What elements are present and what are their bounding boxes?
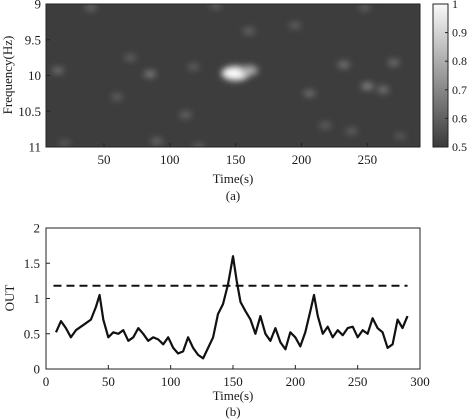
line-x-tick-label-4: 200	[286, 374, 306, 389]
line-y-axis-label: OUT	[2, 285, 17, 312]
heatmap-x-tick-label-2: 150	[226, 152, 246, 167]
heatmap-x-tick-label-3: 200	[292, 152, 312, 167]
colorbar: 0.5 0.6 0.7 0.8 0.9 1	[432, 0, 467, 154]
heatmap-blob-13	[337, 61, 350, 69]
heatmap-blob-7	[209, 4, 222, 9]
line-x-tick-label-0: 0	[43, 374, 50, 389]
heatmap-blob-17	[319, 122, 332, 130]
heatmap-x-tick-label-0: 50	[97, 152, 110, 167]
line-x-tick-label-1: 50	[102, 374, 115, 389]
heatmap-blob-10	[192, 143, 205, 147]
heatmap-blob-5	[124, 54, 137, 62]
heatmap-y-tick-label-0: 9	[35, 0, 42, 12]
heatmap-y-tick-label-1: 9.5	[25, 32, 41, 47]
line-panel: 0 50 100 150 200 250 300 0 0.5 1 1.5 2 Time(s) OUT…	[2, 221, 430, 420]
heatmap-blob-19	[345, 127, 358, 135]
heatmap-blob-18	[387, 59, 400, 67]
heatmap-blob-6	[187, 63, 200, 71]
out-series-line	[54, 255, 409, 360]
heatmap-y-tick-label-2: 10	[28, 68, 41, 83]
colorbar-ticks: 0.5 0.6 0.7 0.8 0.9 1	[445, 0, 467, 154]
heatmap-x-axis-label: Time(s)	[213, 171, 254, 186]
colorbar-tick-label-0: 0.5	[452, 140, 467, 154]
line-x-tick-label-5: 250	[348, 374, 368, 389]
line-x-tick-label-6: 300	[410, 374, 430, 389]
line-x-ticks: 0 50 100 150 200 250 300	[43, 365, 430, 389]
colorbar-tick-label-1: 0.6	[452, 111, 467, 125]
line-y-ticks: 0 0.5 1 1.5 2	[24, 221, 50, 377]
colorbar-gradient	[432, 3, 449, 148]
heatmap-x-tick-label-4: 250	[358, 152, 378, 167]
line-x-axis-label: Time(s)	[213, 388, 254, 403]
heatmap-x-ticks: 50 100 150 200 250	[97, 143, 377, 167]
heatmap-blob-layer	[51, 4, 407, 147]
heatmap-blob-9	[179, 111, 192, 119]
heatmap-blob-20	[358, 4, 371, 12]
line-y-tick-label-1: 0.5	[24, 326, 40, 341]
line-x-tick-label-3: 150	[223, 374, 243, 389]
heatmap-y-axis-label: Frequency(Hz)	[0, 36, 15, 115]
heatmap-blob-23	[58, 139, 71, 147]
line-y-tick-label-0: 0	[34, 362, 41, 377]
heatmap-blob-16	[303, 89, 316, 97]
heatmap-blob-3	[51, 66, 64, 74]
heatmap-blob-21	[288, 21, 301, 29]
line-y-tick-label-3: 1.5	[24, 256, 40, 271]
heatmap-y-ticks: 9 9.5 10 10.5 11	[18, 0, 50, 155]
panel-label-a: (a)	[226, 188, 240, 203]
heatmap-blob-4	[84, 4, 97, 12]
colorbar-tick-label-2: 0.7	[452, 83, 467, 97]
panel-label-b: (b)	[225, 404, 240, 419]
colorbar-tick-label-5: 1	[452, 0, 458, 11]
heatmap-panel: 50 100 150 200 250 9 9.5 10 10.5 11 Time(s) Freq…	[0, 0, 421, 203]
line-y-tick-label-4: 2	[34, 221, 41, 236]
heatmap-y-tick-label-3: 10.5	[18, 104, 41, 119]
heatmap-blob-15	[377, 86, 390, 94]
heatmap-y-tick-label-4: 11	[28, 140, 41, 155]
heatmap-blob-11	[150, 137, 163, 145]
heatmap-blob-2	[144, 70, 157, 78]
line-x-tick-label-2: 100	[161, 374, 181, 389]
colorbar-tick-label-4: 0.9	[452, 26, 467, 40]
heatmap-blob-1	[239, 65, 258, 76]
line-y-tick-label-2: 1	[34, 291, 41, 306]
heatmap-blob-22	[394, 132, 407, 140]
heatmap-blob-14	[361, 82, 374, 90]
line-plot-frame	[45, 227, 421, 370]
heatmap-x-tick-label-1: 100	[160, 152, 180, 167]
heatmap-blob-12	[111, 93, 124, 101]
heatmap-blob-8	[242, 27, 255, 35]
colorbar-tick-label-3: 0.8	[452, 54, 467, 68]
